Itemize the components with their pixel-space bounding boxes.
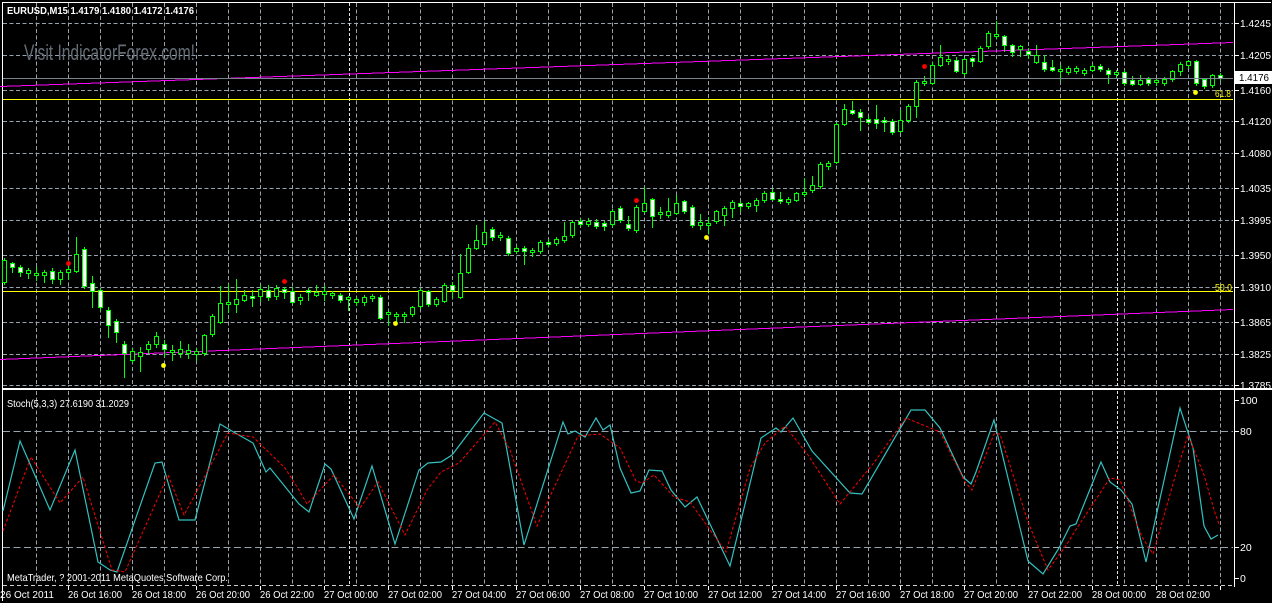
svg-text:27 Oct 10:00: 27 Oct 10:00: [644, 589, 698, 601]
svg-text:27 Oct 02:00: 27 Oct 02:00: [388, 589, 442, 601]
svg-text:1.4120: 1.4120: [1240, 116, 1271, 128]
svg-text:1.3995: 1.3995: [1240, 215, 1271, 227]
svg-text:1.3785: 1.3785: [1240, 380, 1271, 392]
svg-text:27 Oct 08:00: 27 Oct 08:00: [580, 589, 634, 601]
svg-text:1.4160: 1.4160: [1240, 85, 1271, 97]
svg-text:27 Oct 16:00: 27 Oct 16:00: [836, 589, 890, 601]
svg-text:26 Oct 2011: 26 Oct 2011: [0, 589, 54, 601]
svg-text:26 Oct 16:00: 26 Oct 16:00: [68, 589, 122, 601]
svg-text:27 Oct 04:00: 27 Oct 04:00: [452, 589, 506, 601]
svg-text:Visit IndicatorForex.com!: Visit IndicatorForex.com!: [24, 40, 195, 65]
svg-text:27 Oct 18:00: 27 Oct 18:00: [900, 589, 954, 601]
svg-text:1.3910: 1.3910: [1240, 282, 1271, 294]
svg-text:50.0: 50.0: [1215, 282, 1232, 294]
svg-text:61.8: 61.8: [1215, 88, 1231, 100]
svg-text:100: 100: [1240, 395, 1258, 407]
svg-text:1.4080: 1.4080: [1240, 148, 1271, 160]
svg-text:80: 80: [1240, 426, 1252, 438]
svg-text:27 Oct 20:00: 27 Oct 20:00: [964, 589, 1018, 601]
svg-text:27 Oct 06:00: 27 Oct 06:00: [516, 589, 570, 601]
svg-text:28 Oct 00:00: 28 Oct 00:00: [1092, 589, 1146, 601]
svg-text:1.4176: 1.4176: [1239, 72, 1269, 84]
svg-text:1.3865: 1.3865: [1240, 317, 1271, 329]
svg-text:26 Oct 20:00: 26 Oct 20:00: [196, 589, 250, 601]
svg-text:27 Oct 22:00: 27 Oct 22:00: [1028, 589, 1082, 601]
svg-text:Stoch(5,3,3) 27.6190 31.2029: Stoch(5,3,3) 27.6190 31.2029: [7, 398, 129, 410]
svg-text:MetaTrader, ? 2001-2011 MetaQu: MetaTrader, ? 2001-2011 MetaQuotes Softw…: [7, 572, 228, 584]
svg-text:28 Oct 02:00: 28 Oct 02:00: [1156, 589, 1210, 601]
svg-text:1.4205: 1.4205: [1240, 50, 1271, 62]
svg-text:20: 20: [1240, 542, 1252, 554]
svg-text:EURUSD,M15 1.4179 1.4180 1.41: EURUSD,M15 1.4179 1.4180 1.4172 1.4176: [7, 5, 194, 17]
svg-text:0: 0: [1240, 573, 1246, 585]
svg-text:1.4245: 1.4245: [1240, 18, 1271, 30]
svg-text:27 Oct 00:00: 27 Oct 00:00: [324, 589, 378, 601]
svg-text:26 Oct 22:00: 26 Oct 22:00: [260, 589, 314, 601]
svg-text:1.3825: 1.3825: [1240, 349, 1271, 361]
svg-text:27 Oct 12:00: 27 Oct 12:00: [708, 589, 762, 601]
svg-text:26 Oct 18:00: 26 Oct 18:00: [132, 589, 186, 601]
svg-text:1.4035: 1.4035: [1240, 183, 1271, 195]
svg-text:1.3950: 1.3950: [1240, 250, 1271, 262]
svg-text:27 Oct 14:00: 27 Oct 14:00: [772, 589, 826, 601]
